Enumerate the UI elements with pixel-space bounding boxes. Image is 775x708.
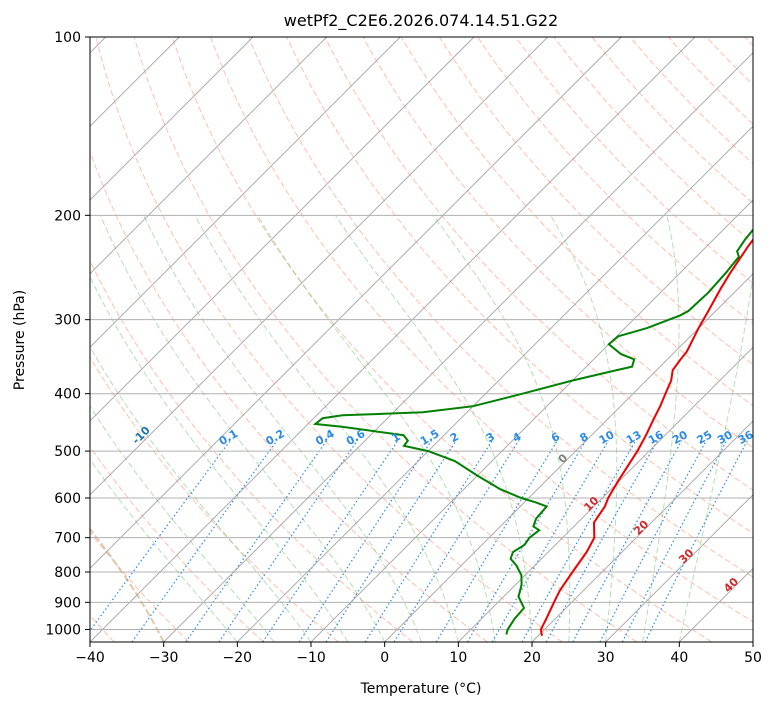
x-tick-label: 50 (744, 650, 762, 666)
dry-adiabat-line (286, 37, 753, 534)
y-tick-label: 200 (54, 208, 81, 224)
isotherm-line (90, 37, 328, 275)
y-tick-label: 1000 (45, 622, 81, 638)
isobar-gridlines (90, 37, 753, 630)
x-tick-label: 40 (670, 650, 688, 666)
moist-adiabat-line (194, 215, 459, 642)
x-axis-ticks: −40 −30 −20 −10 0 10 20 30 40 50 (75, 642, 762, 666)
y-tick-label: 700 (54, 531, 81, 547)
y-tick-label: 900 (54, 595, 81, 611)
moist-adiabat-line (334, 215, 533, 642)
dry-adiabat-line (438, 37, 753, 366)
mixing-ratio-line (131, 440, 278, 642)
plot-frame (89, 36, 754, 643)
dry-adiabat-line (515, 37, 753, 284)
mixing-ratio-line (298, 440, 432, 642)
temperature-trace (539, 238, 753, 636)
dry-adiabat-line (324, 37, 753, 491)
moist-adiabat-line (90, 458, 238, 642)
y-tick-label: 100 (54, 30, 81, 46)
dry-adiabat-line (90, 150, 488, 642)
x-tick-label: −30 (149, 650, 179, 666)
sounding-series (312, 228, 753, 636)
dry-adiabats (90, 37, 753, 642)
dry-adiabat-line (553, 37, 753, 244)
isotherm-line (236, 125, 753, 642)
mixing-ratio-lines (90, 440, 748, 642)
dry-adiabat-line (90, 531, 190, 642)
y-tick-label: 800 (54, 565, 81, 581)
isotherm-line (90, 37, 401, 348)
isotherm-line (384, 273, 753, 642)
isotherm-line (531, 420, 753, 642)
x-tick-label: −10 (296, 650, 326, 666)
isotherm-line (90, 37, 475, 422)
y-axis-ticks: 100 200 300 400 500 600 700 800 900 1000 (45, 30, 90, 638)
dry-adiabat-line (90, 259, 414, 642)
isotherm-line (90, 37, 696, 642)
dry-adiabat-line (591, 37, 753, 204)
mixing-ratio-line (262, 440, 399, 642)
x-axis-label: Temperature (°C) (360, 681, 482, 697)
x-tick-label: 20 (523, 650, 541, 666)
x-tick-label: 30 (597, 650, 615, 666)
dry-adiabat-line (477, 37, 753, 325)
moist-adiabat-line (550, 215, 618, 642)
mixing-ratio-line (644, 440, 748, 642)
mixing-ratio-line (521, 440, 637, 642)
mixing-ratio-line (185, 440, 328, 642)
mixing-ratio-line (435, 440, 558, 642)
isotherm-line (605, 494, 753, 642)
mixing-ratio-label: 36 (736, 428, 756, 447)
y-tick-label: 600 (54, 491, 81, 507)
mixing-ratio-line (218, 440, 358, 642)
dry-adiabat-line (629, 37, 753, 165)
y-axis-label: Pressure (hPa) (12, 290, 28, 390)
x-tick-label: −20 (223, 650, 253, 666)
dry-adiabat-line (248, 37, 753, 578)
isotherm-line (90, 37, 549, 496)
dry-adiabat-line (95, 37, 563, 642)
chart-title: wetPf2_C2E6.2026.074.14.51.G22 (284, 11, 558, 31)
isotherm-line (90, 37, 254, 201)
mixing-ratio-line (466, 440, 587, 642)
y-tick-label: 400 (54, 387, 81, 403)
mixing-ratio-line (90, 440, 231, 632)
mixing-ratio-line (599, 440, 707, 642)
mixing-ratio-line (491, 440, 609, 642)
moist-adiabat-line (90, 275, 349, 642)
isotherm-line (457, 346, 753, 642)
dewpoint-trace (312, 228, 753, 635)
moist-adiabat-line (90, 345, 312, 642)
isotherm-line (90, 37, 622, 569)
moist-adiabat-line (257, 215, 496, 642)
dry-adiabat-line (400, 37, 753, 407)
dry-adiabat-line (133, 37, 638, 642)
mixing-ratio-line (621, 440, 728, 642)
moist-adiabat-line (678, 272, 753, 642)
x-tick-label: 0 (380, 650, 389, 666)
dry-adiabat-line (210, 37, 753, 623)
x-tick-label: −40 (75, 650, 105, 666)
mixing-ratio-line (393, 440, 520, 642)
isotherm-line (163, 52, 753, 642)
dry-adiabat-line (90, 356, 339, 642)
moist-adiabat-line (143, 215, 422, 642)
y-tick-label: 300 (54, 313, 81, 329)
moist-adiabat-line (642, 215, 680, 642)
y-tick-label: 500 (54, 444, 81, 460)
x-tick-label: 10 (449, 650, 467, 666)
